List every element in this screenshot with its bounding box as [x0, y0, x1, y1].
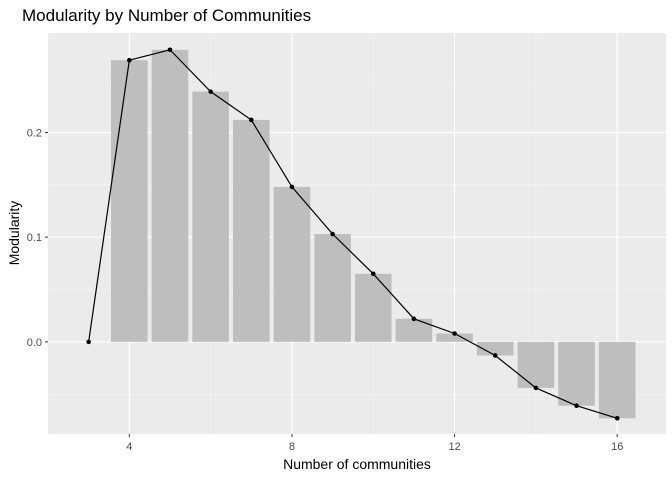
y-axis-label: Modularity — [6, 201, 22, 266]
y-tick-label: 0.1 — [27, 232, 42, 244]
bar — [273, 186, 311, 342]
data-point — [208, 89, 213, 94]
x-tick-label: 16 — [611, 441, 623, 453]
data-point — [614, 415, 620, 421]
bar — [232, 119, 270, 342]
bar — [151, 49, 189, 342]
data-point — [452, 331, 457, 336]
data-point — [574, 403, 579, 409]
bar — [436, 333, 473, 342]
data-point — [248, 117, 254, 123]
y-tick-label: 0.2 — [27, 127, 42, 139]
y-axis: 0.0 0.1 0.2 — [27, 127, 48, 349]
bar — [314, 234, 351, 342]
chart-title: Modularity by Number of Communities — [22, 6, 311, 25]
bar — [517, 341, 555, 388]
data-point — [411, 316, 417, 322]
bar — [111, 60, 148, 342]
bar-series — [111, 49, 636, 419]
data-point — [86, 339, 91, 345]
data-point — [330, 231, 335, 237]
x-tick-label: 8 — [289, 441, 295, 453]
data-point — [289, 184, 295, 190]
data-point — [492, 353, 498, 358]
data-point — [167, 47, 173, 53]
bar — [192, 91, 229, 342]
line-points — [86, 47, 620, 421]
bar — [354, 273, 392, 342]
y-tick-label: 0.0 — [27, 337, 42, 349]
data-point — [127, 57, 132, 63]
x-tick-label: 12 — [448, 441, 460, 453]
bar — [558, 341, 595, 406]
bar — [395, 318, 433, 342]
data-point — [533, 385, 539, 391]
line-series — [88, 49, 618, 419]
x-tick-label: 4 — [126, 441, 132, 453]
bar — [476, 341, 514, 356]
bar — [598, 341, 636, 419]
data-point — [370, 271, 376, 277]
modularity-line — [88, 49, 618, 419]
x-axis-label: Number of communities — [283, 456, 431, 472]
x-axis: 4 8 12 16 — [126, 434, 623, 453]
